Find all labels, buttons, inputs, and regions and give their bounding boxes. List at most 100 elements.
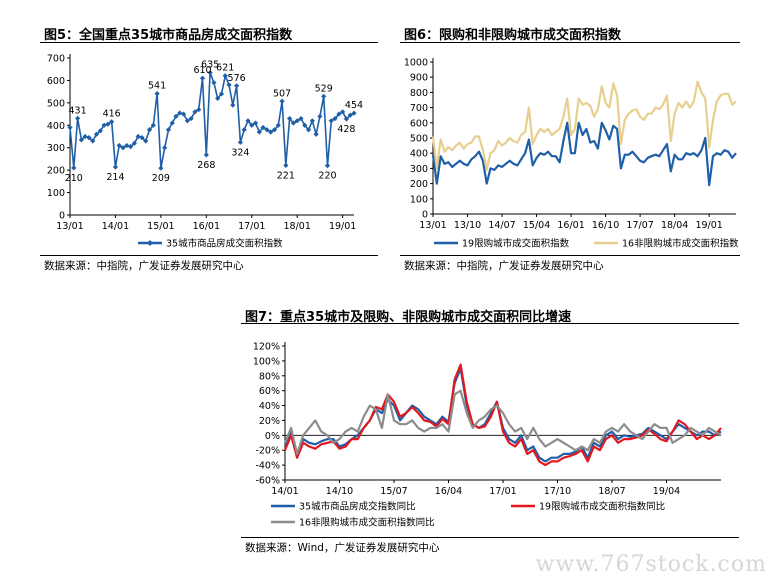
data-label: 268 [197,160,215,171]
data-point [101,122,107,128]
y-tick-label: -20% [255,446,280,457]
fig7-title-rule [241,323,739,324]
fig5-title: 图5：全国重点35城市商品房成交面积指数 [44,28,293,43]
data-point [181,111,187,117]
fig5-title-rule [40,42,378,43]
x-tick-label: 14/01 [102,221,129,232]
fig7-title: 图7：重点35城市及限购、非限购城市成交面积同比增速 [245,310,572,325]
legend-label-2: 19限购城市成交面积指数同比 [539,501,665,513]
data-point [351,110,357,116]
data-point [222,73,228,79]
data-point [245,118,251,124]
data-point [290,120,297,126]
y-tick-label: 900 [410,73,428,84]
data-label: 431 [69,105,87,116]
fig7-source-rule [241,537,739,538]
data-point [173,113,179,119]
data-point [283,162,289,169]
data-point [260,124,266,131]
x-tick-label: 13/10 [454,220,481,231]
data-point [313,131,319,137]
data-label: 576 [228,73,246,84]
y-tick-label: 100% [253,356,280,367]
data-point [234,83,240,89]
fig5-chart: 0 100 200 300 400 500 600 700 13/01 14/01 15/01 16/… [47,54,363,250]
data-point [112,164,119,170]
data-point [67,124,73,131]
data-point [249,122,255,128]
fig6-chart: 0 100 200 300 400 500 600 700 800 900 1000 13/01 13/… [404,58,739,250]
series-line-2 [283,363,722,467]
x-tick-label: 13/01 [56,221,83,232]
y-tick-label: 1000 [404,58,428,69]
data-label: 324 [231,147,249,158]
x-tick-label: 16/04 [435,486,462,497]
data-label: 610 [193,65,211,76]
x-tick-label: 18/07 [598,486,625,497]
data-point [336,111,342,117]
data-label: 529 [315,83,333,94]
data-label: 214 [106,172,124,183]
y-tick-label: 100 [410,194,428,205]
data-point [78,137,84,143]
data-point [109,119,115,125]
x-tick-label: 17/01 [238,221,265,232]
x-tick-label: 16/01 [557,220,584,231]
x-tick-label: 15/01 [147,221,174,232]
data-point [97,128,103,134]
data-point [169,120,175,126]
data-point [158,165,164,171]
x-tick-label: 16/10 [592,220,619,231]
fig7-source: 数据来源：Wind，广发证券发展研究中心 [245,542,440,554]
x-tick-label: 17/07 [626,220,653,231]
data-point [135,133,141,140]
y-tick-label: 600 [410,118,428,129]
data-point [347,112,353,118]
data-point [279,98,285,104]
data-point [143,138,149,144]
data-point [93,131,100,137]
data-point [203,152,209,158]
y-tick-label: 200 [47,166,65,177]
data-label: 221 [277,170,295,181]
y-tick-label: 0 [59,211,65,222]
data-label: 635 [201,60,219,71]
data-label: 507 [273,88,291,99]
fig7-chart: -60% -40% -20% 0% 20% 40% 60% 80% 100% 120% 14/01 1… [253,342,722,529]
data-point [237,139,243,145]
data-label: 416 [103,109,121,120]
y-tick-label: 200 [410,179,428,190]
legend-marker [147,240,153,246]
x-tick-label: 15/07 [380,486,407,497]
data-point [177,110,183,116]
x-tick-label: 15/04 [523,220,550,231]
data-point [211,80,217,86]
y-tick-label: 80% [259,371,280,382]
data-point [199,75,206,81]
data-point [207,69,213,76]
legend-label-3: 16非限购城市成交面积指数同比 [299,517,435,529]
data-label: 220 [318,171,336,182]
fig6-source-rule [400,255,740,256]
x-tick-label: 17/10 [544,486,571,497]
y-tick-label: 800 [410,88,428,99]
y-tick-label: 100 [47,188,65,199]
data-point [196,106,202,113]
data-point [340,109,346,115]
data-point [226,82,232,88]
x-tick-label: 18/01 [284,221,311,232]
y-tick-label: 20% [259,416,280,427]
data-label: 210 [65,173,83,184]
x-tick-label: 17/01 [489,486,516,497]
x-tick-label: 14/01 [271,486,298,497]
y-tick-label: 300 [47,143,65,154]
x-tick-label: 18/04 [661,220,688,231]
x-tick-label: 19/01 [329,221,356,232]
data-point [105,121,111,127]
y-tick-label: 60% [259,386,280,397]
data-point [86,135,92,141]
series-line-1 [69,71,355,169]
y-tick-label: 500 [410,134,428,145]
y-tick-label: 400 [410,149,428,160]
legend-label-2: 16非限购城市成交面积指数 [622,238,739,250]
